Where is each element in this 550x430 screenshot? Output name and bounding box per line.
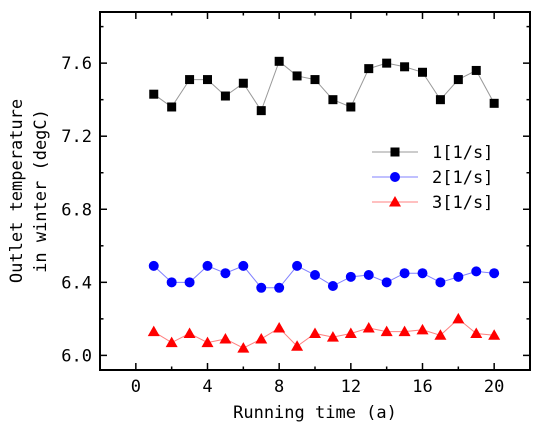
y-tick-label: 7.6 (61, 54, 92, 74)
data-point (292, 260, 303, 271)
data-point (380, 325, 393, 337)
y-tick-label: 6.8 (61, 200, 92, 220)
data-point (418, 67, 427, 77)
data-point (399, 268, 410, 279)
data-point (203, 75, 212, 85)
data-point (326, 331, 339, 342)
legend-item: 2[1/s] (372, 168, 493, 188)
y-tick-label: 7.2 (61, 127, 92, 147)
data-point (362, 321, 375, 333)
data-point (167, 102, 177, 112)
data-point (488, 329, 501, 340)
data-point (237, 342, 250, 353)
x-tick-label: 4 (202, 377, 212, 397)
data-point (238, 260, 249, 271)
y-axis-title-line-1: Outlet temperature (7, 99, 27, 283)
data-point (184, 277, 195, 288)
data-point (291, 340, 304, 351)
data-point (219, 332, 232, 344)
data-point (364, 64, 374, 74)
data-point (310, 75, 320, 85)
legend-label: 3[1/s] (432, 193, 493, 213)
data-point (220, 268, 231, 279)
y-tick-label: 6.0 (61, 346, 92, 366)
data-point (382, 58, 392, 68)
series-layer (147, 56, 501, 353)
data-point (398, 325, 411, 337)
data-point (256, 282, 267, 293)
data-point (166, 277, 177, 288)
x-axis-title: Running time (a) (233, 403, 397, 423)
axis-ticks: 0 4 8 12 16 20 6.0 6.4 6.8 7.2 7.6 (61, 12, 531, 397)
data-point (471, 266, 482, 277)
legend: 1[1/s] 2[1/s] 3[1/s] (372, 143, 493, 213)
data-point (346, 102, 356, 112)
data-point (434, 329, 447, 340)
data-point (202, 260, 213, 271)
data-point (452, 312, 465, 324)
data-point (344, 327, 357, 338)
data-point (309, 327, 321, 338)
data-point (327, 280, 338, 291)
data-point (201, 336, 214, 348)
data-point (489, 268, 500, 279)
data-point (185, 75, 195, 85)
legend-marker (390, 172, 400, 182)
x-tick-label: 20 (484, 377, 504, 397)
legend-item: 3[1/s] (372, 193, 493, 213)
data-point (470, 327, 483, 338)
legend-marker (390, 147, 400, 157)
legend-label: 1[1/s] (432, 143, 493, 163)
data-point (471, 65, 481, 75)
series-3 (147, 312, 501, 353)
legend-label: 2[1/s] (432, 168, 493, 188)
data-point (381, 277, 392, 288)
data-point (274, 56, 284, 66)
data-point (165, 336, 178, 348)
y-axis-title-line-2: in winter (degC) (31, 109, 51, 273)
data-point (310, 270, 320, 281)
series-1 (149, 56, 499, 116)
data-point (220, 91, 230, 101)
data-point (417, 268, 428, 279)
data-point (489, 98, 499, 108)
plot-frame (99, 11, 531, 371)
data-point (435, 95, 445, 105)
x-tick-label: 12 (341, 377, 361, 397)
data-point (274, 282, 285, 293)
data-point (416, 323, 429, 335)
x-tick-label: 8 (274, 377, 284, 397)
data-point (273, 321, 286, 333)
data-point (453, 75, 463, 85)
y-tick-label: 6.4 (61, 273, 92, 293)
data-point (147, 325, 160, 337)
data-point (435, 277, 446, 288)
data-point (400, 62, 410, 72)
x-tick-label: 16 (412, 377, 432, 397)
data-point (183, 327, 196, 338)
data-point (149, 89, 159, 99)
x-tick-label: 0 (131, 377, 141, 397)
data-point (256, 106, 266, 116)
data-point (148, 260, 159, 271)
data-point (292, 71, 302, 81)
data-point (328, 95, 338, 105)
data-point (345, 271, 356, 282)
legend-marker (389, 196, 401, 207)
data-point (363, 270, 374, 281)
data-point (255, 332, 268, 344)
data-point (238, 78, 248, 88)
data-point (453, 271, 464, 282)
series-2 (148, 260, 500, 293)
legend-item: 1[1/s] (372, 143, 493, 163)
